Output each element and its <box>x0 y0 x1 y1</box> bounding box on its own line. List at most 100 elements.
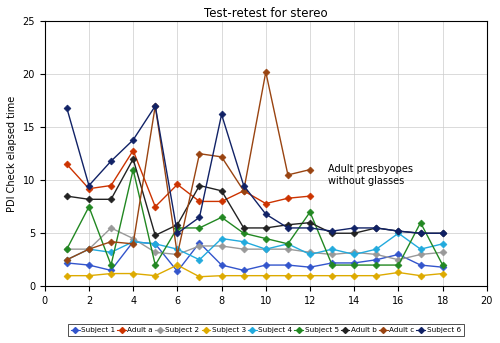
Subject 6 <box>418 231 424 235</box>
Adult b <box>351 231 357 235</box>
Adult c <box>307 167 313 172</box>
Subject 1 <box>64 261 70 265</box>
Adult c <box>218 155 224 159</box>
Subject 6 <box>374 226 380 230</box>
Subject 6 <box>307 226 313 230</box>
Subject 5 <box>440 263 446 267</box>
Subject 1 <box>240 268 246 272</box>
Adult c <box>152 104 158 108</box>
Adult b <box>396 229 402 233</box>
Subject 4 <box>351 252 357 257</box>
Adult a <box>263 201 269 205</box>
Adult a <box>152 205 158 209</box>
Subject 2 <box>196 244 202 248</box>
Legend: Subject 1, Adult a, Subject 2, Subject 3, Subject 4, Subject 5, Adult b, Adult c: Subject 1, Adult a, Subject 2, Subject 3… <box>68 324 464 336</box>
Subject 3 <box>263 274 269 278</box>
Subject 3 <box>396 270 402 274</box>
Subject 4 <box>240 240 246 244</box>
Subject 3 <box>152 274 158 278</box>
Subject 6 <box>64 106 70 110</box>
Subject 1 <box>263 263 269 267</box>
Subject 1 <box>396 252 402 257</box>
Subject 2 <box>64 247 70 251</box>
Subject 5 <box>418 221 424 225</box>
Subject 1 <box>374 258 380 262</box>
Subject 2 <box>86 247 92 251</box>
Adult b <box>130 157 136 161</box>
Title: Test-retest for stereo: Test-retest for stereo <box>204 7 328 20</box>
Adult c <box>196 152 202 156</box>
Subject 3 <box>174 263 180 267</box>
Subject 2 <box>418 252 424 257</box>
Subject 3 <box>130 272 136 276</box>
Subject 4 <box>86 247 92 251</box>
Adult c <box>240 189 246 193</box>
Subject 4 <box>130 240 136 244</box>
Line: Subject 6: Subject 6 <box>64 104 445 236</box>
Subject 4 <box>174 247 180 251</box>
Subject 3 <box>329 274 335 278</box>
Adult a <box>196 199 202 203</box>
Subject 3 <box>418 274 424 278</box>
Subject 1 <box>418 263 424 267</box>
Line: Adult c: Adult c <box>64 70 312 262</box>
Subject 6 <box>174 231 180 235</box>
Adult b <box>152 233 158 237</box>
Subject 4 <box>108 250 114 255</box>
Adult c <box>285 173 291 177</box>
Subject 1 <box>285 263 291 267</box>
Adult b <box>285 223 291 227</box>
Adult b <box>86 197 92 201</box>
Subject 3 <box>240 274 246 278</box>
Subject 6 <box>196 215 202 220</box>
Adult c <box>86 247 92 251</box>
Subject 5 <box>329 263 335 267</box>
Subject 6 <box>130 138 136 142</box>
Subject 4 <box>152 242 158 246</box>
Adult a <box>108 184 114 188</box>
Adult b <box>240 226 246 230</box>
Subject 2 <box>174 252 180 257</box>
Subject 1 <box>196 241 202 245</box>
Adult b <box>174 223 180 227</box>
Subject 5 <box>218 215 224 220</box>
Subject 5 <box>307 210 313 214</box>
Subject 4 <box>418 247 424 251</box>
Adult a <box>240 189 246 193</box>
Subject 4 <box>64 258 70 262</box>
Subject 6 <box>218 113 224 117</box>
Subject 6 <box>440 231 446 235</box>
Subject 6 <box>285 226 291 230</box>
Subject 5 <box>263 236 269 240</box>
Subject 3 <box>64 274 70 278</box>
Subject 3 <box>108 272 114 276</box>
Subject 3 <box>374 274 380 278</box>
Subject 6 <box>240 184 246 188</box>
Subject 5 <box>396 263 402 267</box>
Subject 2 <box>329 252 335 257</box>
Subject 1 <box>86 263 92 267</box>
Adult a <box>218 199 224 203</box>
Subject 6 <box>396 229 402 233</box>
Subject 5 <box>351 263 357 267</box>
Subject 6 <box>108 159 114 163</box>
Subject 4 <box>329 247 335 251</box>
Subject 5 <box>285 242 291 246</box>
Subject 1 <box>108 268 114 272</box>
Subject 2 <box>351 250 357 255</box>
Subject 6 <box>86 184 92 188</box>
Subject 5 <box>108 263 114 267</box>
Subject 1 <box>130 240 136 244</box>
Subject 2 <box>396 258 402 262</box>
Adult b <box>218 189 224 193</box>
Subject 3 <box>86 274 92 278</box>
Subject 2 <box>263 247 269 251</box>
Subject 1 <box>329 261 335 265</box>
Subject 4 <box>307 252 313 257</box>
Adult b <box>108 197 114 201</box>
Subject 2 <box>130 236 136 240</box>
Subject 3 <box>196 275 202 279</box>
Line: Subject 5: Subject 5 <box>64 167 445 268</box>
Adult b <box>374 226 380 230</box>
Subject 4 <box>374 247 380 251</box>
